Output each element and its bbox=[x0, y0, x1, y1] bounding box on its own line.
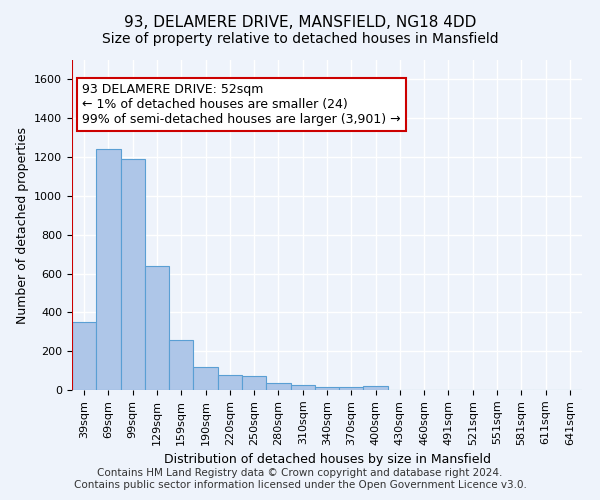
Bar bbox=[121, 159, 145, 390]
Bar bbox=[72, 322, 96, 390]
Bar bbox=[364, 386, 388, 390]
Bar bbox=[242, 376, 266, 390]
Text: 93, DELAMERE DRIVE, MANSFIELD, NG18 4DD: 93, DELAMERE DRIVE, MANSFIELD, NG18 4DD bbox=[124, 15, 476, 30]
Bar bbox=[266, 383, 290, 390]
Bar bbox=[339, 387, 364, 390]
Bar bbox=[96, 150, 121, 390]
Text: Contains HM Land Registry data © Crown copyright and database right 2024.
Contai: Contains HM Land Registry data © Crown c… bbox=[74, 468, 526, 490]
Text: Size of property relative to detached houses in Mansfield: Size of property relative to detached ho… bbox=[101, 32, 499, 46]
Bar bbox=[290, 385, 315, 390]
Bar bbox=[218, 376, 242, 390]
Y-axis label: Number of detached properties: Number of detached properties bbox=[16, 126, 29, 324]
Text: 93 DELAMERE DRIVE: 52sqm
← 1% of detached houses are smaller (24)
99% of semi-de: 93 DELAMERE DRIVE: 52sqm ← 1% of detache… bbox=[82, 83, 401, 126]
Bar bbox=[169, 340, 193, 390]
Bar bbox=[315, 387, 339, 390]
Bar bbox=[193, 366, 218, 390]
X-axis label: Distribution of detached houses by size in Mansfield: Distribution of detached houses by size … bbox=[163, 453, 491, 466]
Bar bbox=[145, 266, 169, 390]
